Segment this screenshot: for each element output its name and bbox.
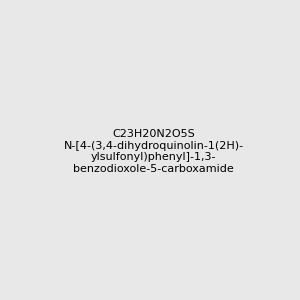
Text: C23H20N2O5S
N-[4-(3,4-dihydroquinolin-1(2H)-
ylsulfonyl)phenyl]-1,3-
benzodioxol: C23H20N2O5S N-[4-(3,4-dihydroquinolin-1(… bbox=[64, 129, 244, 174]
